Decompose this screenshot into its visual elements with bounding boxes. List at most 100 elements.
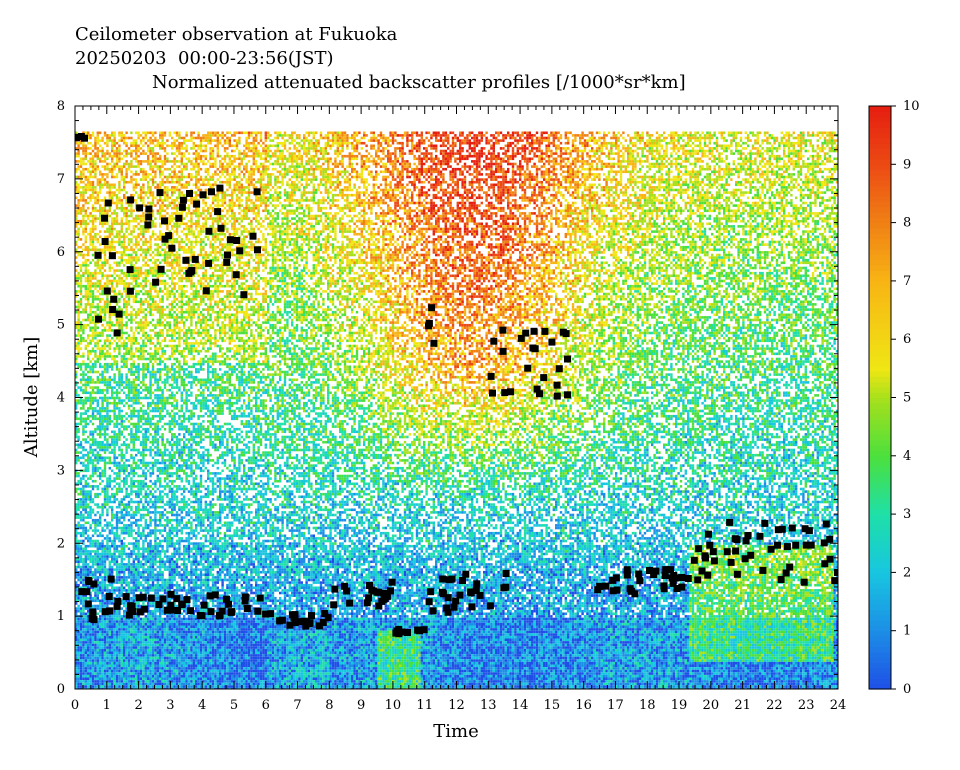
heatmap-cell bbox=[135, 347, 138, 350]
heatmap-cell bbox=[130, 513, 133, 517]
heatmap-cell bbox=[137, 258, 140, 262]
heatmap-cell bbox=[113, 453, 116, 457]
heatmap-cell bbox=[106, 235, 109, 239]
heatmap-cell bbox=[89, 227, 92, 231]
heatmap-cell bbox=[115, 149, 119, 153]
heatmap-cell bbox=[82, 274, 85, 278]
heatmap-cell bbox=[82, 534, 85, 538]
heatmap-cell bbox=[139, 492, 143, 496]
heatmap-cell bbox=[123, 667, 126, 670]
heatmap-cell bbox=[127, 474, 131, 478]
heatmap-cell bbox=[132, 365, 135, 369]
heatmap-cell bbox=[142, 622, 145, 626]
heatmap-cell bbox=[101, 264, 104, 267]
heatmap-cell bbox=[103, 378, 107, 382]
heatmap-cell bbox=[125, 490, 128, 493]
heatmap-cell bbox=[125, 222, 128, 226]
heatmap-cell bbox=[77, 274, 80, 278]
heatmap-cell bbox=[101, 391, 104, 395]
heatmap-cell bbox=[115, 617, 119, 621]
heatmap-cell bbox=[149, 687, 152, 689]
heatmap-cell bbox=[123, 284, 126, 288]
heatmap-cell bbox=[96, 136, 99, 140]
heatmap-cell bbox=[118, 539, 121, 543]
heatmap-cell bbox=[151, 141, 155, 145]
heatmap-cell bbox=[137, 638, 140, 642]
heatmap-cell bbox=[132, 669, 135, 673]
heatmap-cell bbox=[103, 399, 107, 402]
heatmap-cell bbox=[84, 425, 87, 428]
heatmap-cell bbox=[144, 277, 147, 280]
heatmap-cell bbox=[99, 591, 102, 595]
heatmap-cell bbox=[125, 160, 128, 163]
heatmap-cell bbox=[144, 628, 147, 631]
heatmap-cell bbox=[137, 651, 140, 655]
heatmap-cell bbox=[142, 308, 145, 311]
heatmap-cell bbox=[99, 482, 102, 486]
heatmap-cell bbox=[101, 641, 104, 644]
heatmap-cell bbox=[79, 622, 83, 626]
heatmap-cell bbox=[106, 456, 109, 460]
heatmap-cell bbox=[142, 178, 145, 181]
heatmap-cell bbox=[125, 622, 128, 626]
heatmap-cell bbox=[79, 414, 83, 418]
heatmap-cell bbox=[139, 425, 143, 428]
heatmap-cell bbox=[96, 622, 99, 626]
heatmap-cell bbox=[115, 620, 119, 623]
heatmap-cell bbox=[139, 654, 143, 657]
heatmap-cell bbox=[96, 459, 99, 462]
heatmap-cell bbox=[142, 625, 145, 629]
heatmap-cell bbox=[75, 547, 78, 551]
heatmap-cell bbox=[87, 466, 90, 470]
heatmap-cell bbox=[113, 498, 116, 501]
heatmap-cell bbox=[125, 552, 128, 556]
heatmap-cell bbox=[79, 456, 83, 460]
heatmap-cell bbox=[144, 388, 147, 392]
heatmap-cell bbox=[75, 516, 78, 519]
heatmap-cell bbox=[132, 279, 135, 283]
heatmap-cell bbox=[99, 170, 102, 174]
heatmap-cell bbox=[132, 641, 135, 644]
heatmap-cell bbox=[115, 687, 119, 689]
heatmap-cell bbox=[149, 313, 152, 317]
heatmap-cell bbox=[142, 487, 145, 491]
heatmap-cell bbox=[99, 542, 102, 545]
heatmap-cell bbox=[142, 355, 145, 358]
heatmap-cell bbox=[77, 599, 80, 603]
heatmap-cell bbox=[135, 643, 138, 647]
heatmap-cell bbox=[87, 180, 90, 184]
heatmap-cell bbox=[151, 391, 155, 395]
heatmap-cell bbox=[113, 547, 116, 551]
heatmap-cell bbox=[103, 425, 107, 428]
heatmap-cell bbox=[139, 669, 143, 673]
heatmap-cell bbox=[120, 677, 123, 681]
heatmap-cell bbox=[113, 638, 116, 642]
heatmap-cell bbox=[132, 511, 135, 514]
heatmap-cell bbox=[79, 287, 83, 291]
heatmap-cell bbox=[127, 334, 131, 337]
heatmap-cell bbox=[101, 422, 104, 426]
heatmap-cell bbox=[120, 464, 123, 467]
heatmap-cell bbox=[151, 365, 155, 369]
heatmap-cell bbox=[127, 672, 131, 675]
heatmap-cell bbox=[96, 344, 99, 348]
heatmap-cell bbox=[125, 357, 128, 361]
heatmap-cell bbox=[91, 459, 95, 462]
heatmap-cell bbox=[99, 622, 102, 626]
heatmap-cell bbox=[111, 279, 114, 283]
heatmap-cell bbox=[137, 635, 140, 639]
heatmap-cell bbox=[127, 586, 131, 590]
heatmap-cell bbox=[132, 235, 135, 239]
heatmap-cell bbox=[108, 378, 111, 382]
heatmap-cell bbox=[130, 674, 133, 678]
heatmap-cell bbox=[84, 594, 87, 597]
heatmap-cell bbox=[91, 282, 95, 285]
heatmap-cell bbox=[82, 152, 85, 155]
heatmap-cell bbox=[77, 651, 80, 655]
heatmap-cell bbox=[94, 173, 97, 176]
heatmap-cell bbox=[84, 617, 87, 621]
heatmap-cell bbox=[130, 414, 133, 418]
heatmap-cell bbox=[139, 232, 143, 236]
heatmap-cell bbox=[106, 604, 109, 608]
heatmap-cell bbox=[118, 318, 121, 322]
